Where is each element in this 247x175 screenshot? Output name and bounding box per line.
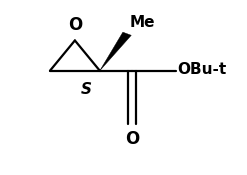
Text: Me: Me xyxy=(129,15,155,30)
Text: O: O xyxy=(68,16,82,34)
Polygon shape xyxy=(100,32,131,71)
Text: S: S xyxy=(81,82,92,97)
Text: OBu-t: OBu-t xyxy=(177,62,226,76)
Text: O: O xyxy=(125,130,139,148)
